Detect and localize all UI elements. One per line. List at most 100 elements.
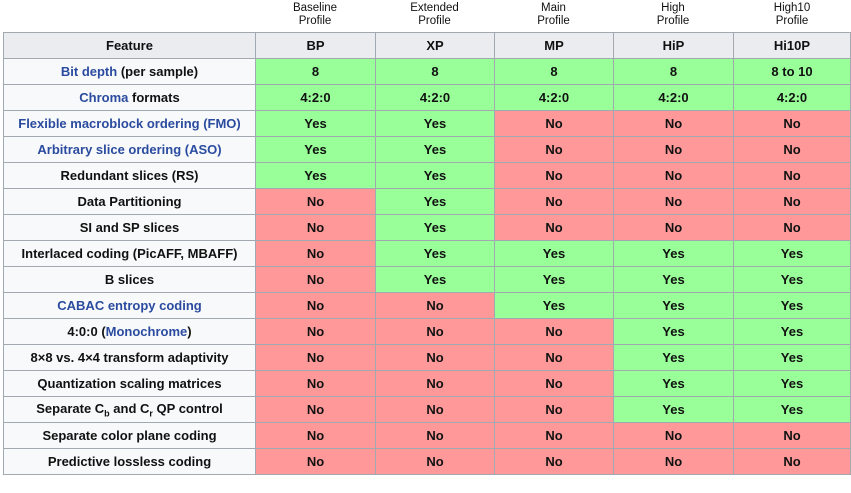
feature-text: ) — [187, 324, 192, 339]
support-cell: No — [494, 318, 614, 345]
support-cell: 8 — [375, 58, 495, 85]
feature-text: Interlaced coding (PicAFF, MBAFF) — [21, 246, 238, 261]
support-cell: Yes — [613, 292, 734, 319]
support-cell: No — [375, 318, 495, 345]
feature-text: B slices — [104, 272, 155, 287]
support-cell: No — [255, 240, 376, 267]
table-row: Quantization scaling matrices No No No Yes Ye… — [3, 370, 851, 397]
support-cell: 4:2:0 — [613, 84, 734, 111]
support-cell: 4:2:0 — [375, 84, 495, 111]
feature-cell: 4:0:0 (Monochrome) — [3, 318, 256, 345]
feature-text: (per sample) — [117, 64, 199, 79]
support-cell: No — [255, 422, 376, 449]
feature-link[interactable]: Flexible macroblock ordering (FMO) — [18, 116, 241, 131]
column-header: MP — [494, 32, 614, 59]
support-cell: No — [733, 214, 851, 241]
support-cell: 8 — [255, 58, 376, 85]
support-cell: No — [375, 396, 495, 423]
feature-text: Predictive lossless coding — [47, 454, 212, 469]
feature-link[interactable]: Monochrome — [105, 324, 188, 339]
support-cell: Yes — [733, 318, 851, 345]
support-cell: No — [255, 344, 376, 371]
feature-text: SI and SP slices — [79, 220, 180, 235]
feature-cell: Separate color plane coding — [3, 422, 256, 449]
support-cell: No — [613, 162, 734, 189]
support-cell: No — [255, 188, 376, 215]
support-cell: No — [494, 136, 614, 163]
profile-label-line: Baseline — [292, 2, 338, 14]
feature-cell: SI and SP slices — [3, 214, 256, 241]
profile-label-line: Profile — [298, 15, 332, 27]
support-cell: Yes — [375, 162, 495, 189]
support-cell: No — [733, 110, 851, 137]
support-cell: Yes — [255, 162, 376, 189]
feature-link[interactable]: Chroma — [79, 90, 129, 105]
table-row: 8×8 vs. 4×4 transform adaptivity No No No Ye… — [3, 344, 851, 371]
support-cell: No — [613, 110, 734, 137]
support-cell: Yes — [255, 136, 376, 163]
support-cell: No — [613, 136, 734, 163]
feature-text: 4:0:0 ( — [67, 324, 106, 339]
feature-cell: Chroma formats — [3, 84, 256, 111]
feature-link[interactable]: Bit depth — [60, 64, 118, 79]
support-cell: Yes — [375, 136, 495, 163]
support-cell: Yes — [613, 370, 734, 397]
support-cell: No — [494, 344, 614, 371]
support-cell: Yes — [613, 266, 734, 293]
feature-cell: Quantization scaling matrices — [3, 370, 256, 397]
support-cell: No — [494, 422, 614, 449]
column-header: Feature — [3, 32, 256, 59]
feature-text: Separate C — [36, 400, 105, 416]
support-cell: No — [733, 136, 851, 163]
feature-cell: CABAC entropy coding — [3, 292, 256, 319]
support-cell: No — [494, 162, 614, 189]
support-cell: No — [375, 344, 495, 371]
support-cell: Yes — [375, 188, 495, 215]
support-cell: Yes — [375, 266, 495, 293]
table-row: Interlaced coding (PicAFF, MBAFF) No Yes Ye… — [3, 240, 851, 267]
support-cell: Yes — [255, 110, 376, 137]
profile-header: Baseline Profile Extended Profile Main Profil… — [255, 2, 851, 32]
support-cell: No — [255, 266, 376, 293]
profile-label: Baseline Profile — [255, 2, 375, 32]
feature-text: 8×8 vs. 4×4 transform adaptivity — [30, 350, 229, 365]
feature-link[interactable]: CABAC entropy coding — [57, 298, 202, 313]
feature-text: Quantization scaling matrices — [37, 376, 222, 391]
profile-label-line: Profile — [656, 15, 690, 27]
support-cell: Yes — [733, 344, 851, 371]
support-cell: Yes — [494, 240, 614, 267]
support-cell: No — [733, 188, 851, 215]
support-cell: 8 — [613, 58, 734, 85]
support-cell: Yes — [733, 370, 851, 397]
support-cell: 4:2:0 — [255, 84, 376, 111]
support-cell: No — [494, 370, 614, 397]
column-header: Hi10P — [733, 32, 851, 59]
support-cell: No — [255, 214, 376, 241]
support-cell: No — [494, 448, 614, 475]
support-cell: No — [733, 422, 851, 449]
table-row: CABAC entropy coding No No Yes Yes Yes — [3, 292, 851, 319]
support-cell: No — [255, 396, 376, 423]
table-row: Arbitrary slice ordering (ASO) Yes Yes No No… — [3, 136, 851, 163]
support-cell: No — [733, 448, 851, 475]
support-cell: Yes — [375, 240, 495, 267]
table-row: Separate color plane coding No No No No No — [3, 422, 851, 449]
support-cell: No — [733, 162, 851, 189]
table-row: SI and SP slices No Yes No No No — [3, 214, 851, 241]
support-cell: No — [494, 396, 614, 423]
feature-link[interactable]: Arbitrary slice ordering (ASO) — [37, 142, 222, 157]
table-row: Chroma formats 4:2:0 4:2:0 4:2:0 4:2:0 4:2:0 — [3, 84, 851, 111]
feature-cell: 8×8 vs. 4×4 transform adaptivity — [3, 344, 256, 371]
table-body: Bit depth (per sample) 8 8 8 8 8 to 10 Chroma … — [3, 58, 851, 475]
support-cell: Yes — [733, 396, 851, 423]
support-cell: No — [375, 370, 495, 397]
profile-label: High10 Profile — [733, 2, 851, 32]
support-cell: No — [375, 448, 495, 475]
table-row: Redundant slices (RS) Yes Yes No No No — [3, 162, 851, 189]
feature-cell: Flexible macroblock ordering (FMO) — [3, 110, 256, 137]
support-cell: Yes — [494, 292, 614, 319]
support-cell: Yes — [733, 240, 851, 267]
feature-text: Redundant slices (RS) — [60, 168, 199, 183]
support-cell: Yes — [733, 266, 851, 293]
support-cell: No — [494, 110, 614, 137]
